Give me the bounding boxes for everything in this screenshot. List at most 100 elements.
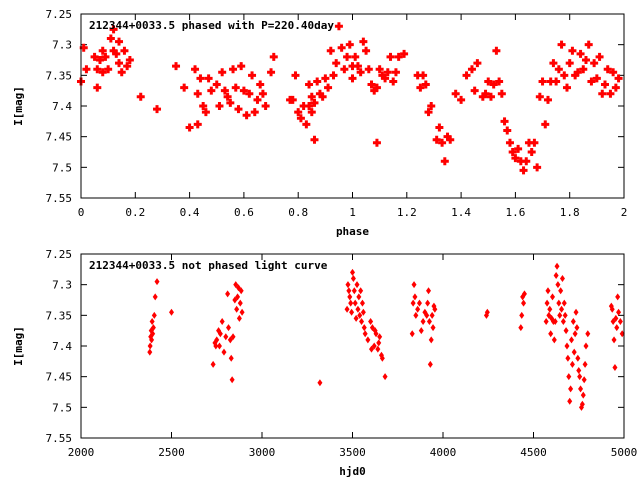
- unphased-data-point: [219, 317, 225, 325]
- phased-data-point: [462, 71, 471, 80]
- phased-data-point: [562, 83, 571, 92]
- unphased-x-tick-label: 2000: [68, 446, 95, 459]
- unphased-data-point: [575, 354, 581, 362]
- phased-data-point: [310, 135, 319, 144]
- unphased-data-point: [169, 308, 174, 316]
- phased-data-point: [581, 56, 590, 64]
- phased-data-point: [370, 86, 379, 95]
- unphased-data-point: [559, 275, 565, 283]
- unphased-data-point: [237, 299, 243, 307]
- phased-x-tick-label: 1.2: [397, 206, 417, 219]
- phased-data-point: [288, 95, 297, 104]
- phased-data-point: [136, 92, 145, 101]
- unphased-data-point: [150, 330, 156, 338]
- phased-data-point: [115, 37, 124, 46]
- unphased-data-point: [409, 330, 415, 338]
- phased-data-point: [212, 80, 221, 89]
- unphased-data-point: [521, 299, 527, 307]
- unphased-data-point: [550, 293, 556, 301]
- phased-data-point: [372, 138, 381, 147]
- phased-data-point: [367, 80, 376, 89]
- phased-y-axis-label: I[mag]: [12, 86, 25, 126]
- phased-data-point: [305, 102, 314, 110]
- phased-data-point: [527, 148, 536, 156]
- unphased-data-point: [484, 308, 490, 316]
- phased-data-point: [310, 98, 319, 107]
- phased-data-point: [378, 71, 387, 80]
- unphased-data-point: [577, 373, 583, 381]
- phased-data-point: [123, 62, 132, 71]
- phased-data-point: [242, 111, 251, 120]
- unphased-data-point: [613, 314, 619, 322]
- phased-y-tick-label: 7.5: [52, 161, 72, 174]
- unphased-data-point: [375, 345, 381, 353]
- unphased-data-point: [585, 330, 591, 338]
- phased-data-point: [514, 144, 523, 153]
- unphased-data-point: [238, 287, 244, 295]
- phased-data-point: [543, 95, 552, 104]
- phased-data-point: [237, 62, 246, 71]
- unphased-data-point: [239, 308, 245, 316]
- phased-x-tick-label: 0.6: [234, 206, 254, 219]
- unphased-data-point: [553, 271, 559, 279]
- phased-data-point: [79, 43, 88, 52]
- phased-data-point: [193, 120, 202, 129]
- phased-data-point: [296, 114, 305, 123]
- unphased-data-point: [360, 308, 366, 316]
- unphased-data-point: [376, 339, 382, 347]
- unphased-data-point: [415, 305, 421, 313]
- phased-data-point: [302, 120, 311, 129]
- unphased-data-point: [147, 348, 153, 356]
- unphased-data-point: [382, 373, 388, 381]
- phased-data-point: [315, 89, 324, 98]
- phased-data-point: [340, 65, 349, 74]
- unphased-data-point: [216, 342, 222, 350]
- unphased-data-point: [230, 333, 236, 341]
- phased-x-tick-label: 0.4: [180, 206, 200, 219]
- phased-data-point: [508, 148, 517, 156]
- unphased-data-point: [574, 324, 580, 332]
- unphased-data-point: [236, 314, 242, 322]
- unphased-data-point: [556, 299, 562, 307]
- phased-data-point: [440, 157, 449, 166]
- phased-data-point: [332, 59, 341, 68]
- phased-data-point: [592, 74, 601, 83]
- phased-data-point: [486, 92, 495, 101]
- phased-data-point: [484, 77, 493, 86]
- unphased-data-point: [150, 324, 156, 332]
- unphased-axis-ticks: [80, 253, 625, 439]
- phased-y-tick-label: 7.3: [52, 39, 72, 52]
- unphased-x-tick-label: 3000: [249, 446, 276, 459]
- unphased-data-point: [557, 311, 563, 319]
- unphased-data-point: [426, 287, 432, 295]
- phased-x-tick-label: 1: [349, 206, 356, 219]
- phased-data-point: [416, 83, 425, 92]
- phased-data-point: [120, 46, 129, 55]
- phased-data-point: [497, 89, 506, 98]
- phased-data-point: [93, 83, 102, 92]
- phased-data-point: [269, 52, 278, 61]
- phased-data-point: [386, 52, 395, 61]
- unphased-data-point: [373, 330, 379, 338]
- phased-data-point: [533, 163, 542, 172]
- phased-data-point: [101, 52, 110, 61]
- phased-data-point: [443, 132, 452, 141]
- phased-data-point: [383, 68, 392, 77]
- phased-data-point: [516, 157, 525, 166]
- phased-axis-ticks: [80, 13, 625, 199]
- phased-data-point: [381, 74, 390, 83]
- phased-data-point: [153, 105, 162, 114]
- phased-data-point: [587, 77, 596, 86]
- unphased-data-point: [560, 317, 566, 325]
- phased-data-point: [362, 46, 371, 55]
- phased-y-tick-label: 7.4: [52, 100, 72, 113]
- phased-x-axis-label: phase: [336, 225, 369, 238]
- phased-data-point: [321, 74, 330, 83]
- unphased-data-point: [567, 397, 573, 405]
- phased-data-point: [109, 46, 118, 55]
- phased-data-point: [291, 71, 300, 80]
- phased-data-point: [590, 59, 599, 68]
- phased-data-point: [258, 89, 267, 98]
- phased-data-point: [250, 108, 259, 117]
- unphased-data-point: [223, 333, 229, 341]
